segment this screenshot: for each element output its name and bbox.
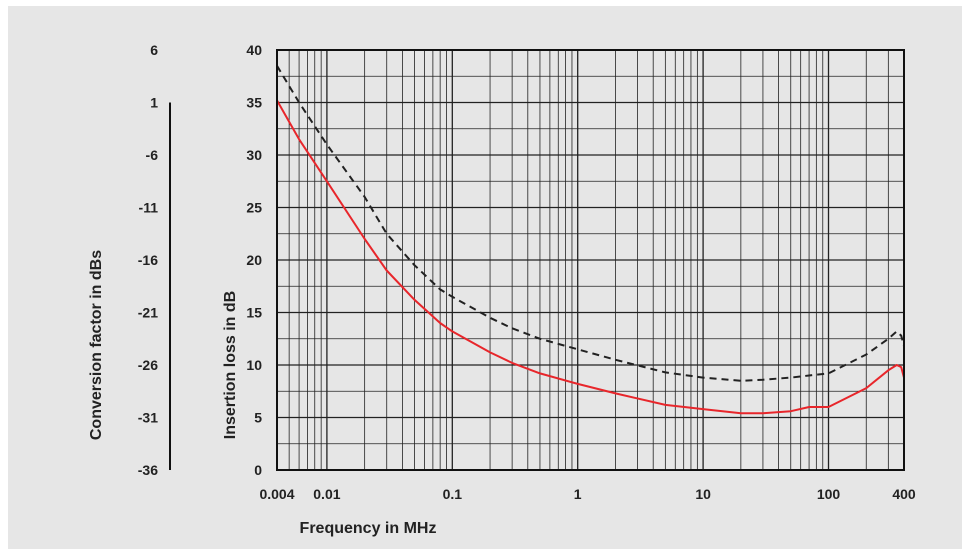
x-tick-label: 1 [574,486,582,502]
x-axis-title: Frequency in MHz [300,520,437,537]
y2-tick-label: -36 [138,462,158,478]
plot-frame [276,49,905,471]
y-tick-label: 15 [246,305,262,321]
x-tick-label: 10 [695,486,711,502]
y-tick-label: 30 [246,147,262,163]
chart-frame [8,6,962,549]
y-tick-label: 20 [246,252,262,268]
y-tick-label: 25 [246,200,262,216]
x-tick-label: 0.1 [443,486,463,502]
y2-axis-title: Conversion factor in dBs [88,250,105,440]
y2-tick-label: -31 [138,410,158,426]
y-axis-title: Insertion loss in dB [222,291,239,439]
y-tick-label: 5 [254,410,262,426]
y2-tick-label: 1 [150,95,158,111]
y-tick-labels: 0 5 10 15 20 25 30 35 40 [246,42,262,478]
y-tick-label: 10 [246,357,262,373]
y-tick-label: 35 [246,95,262,111]
x-tick-label: 0.004 [259,486,294,502]
y2-tick-label: -11 [139,200,159,216]
y-tick-label: 0 [254,462,262,478]
series-lines [276,65,905,415]
grid [276,49,905,471]
y-tick-label: 40 [246,42,262,58]
y2-tick-label: -21 [138,305,158,321]
y2-tick-label: -26 [138,357,158,373]
x-tick-label: 400 [892,486,916,502]
y2-tick-label: 6 [150,42,158,58]
series-line-2 [276,65,905,382]
x-tick-label: 100 [817,486,841,502]
x-tick-label: 0.01 [313,486,340,502]
y2-tick-labels: 6 1 -6 -11 -16 -21 -26 -31 -36 [138,42,158,478]
series-line-1 [276,99,905,415]
y2-tick-label: -6 [146,147,159,163]
y2-tick-label: -16 [138,252,158,268]
x-tick-labels: 0.004 0.01 0.1 1 10 100 400 [259,486,915,502]
